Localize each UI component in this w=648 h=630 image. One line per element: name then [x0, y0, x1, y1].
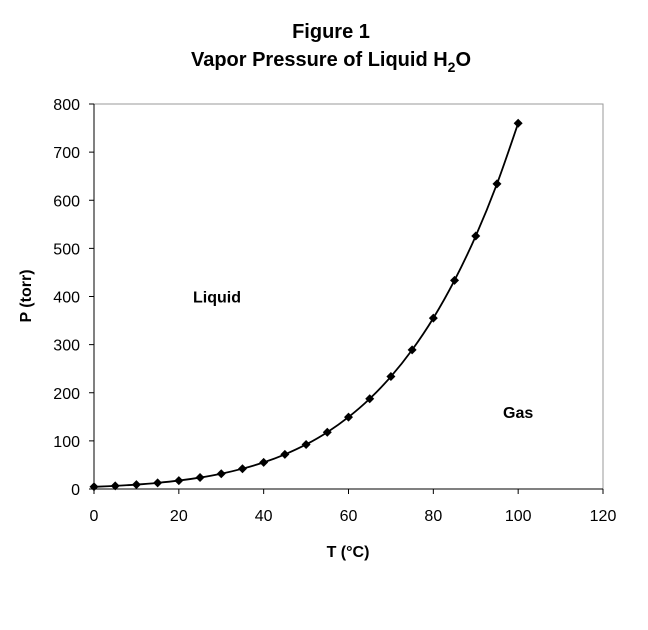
- data-point-marker: [259, 457, 269, 467]
- data-point-marker: [428, 313, 438, 323]
- y-tick-label: 400: [53, 290, 80, 307]
- data-point-marker: [471, 231, 481, 241]
- data-point-marker: [153, 478, 163, 488]
- chart-subtitle: Vapor Pressure of Liquid H2O: [191, 49, 471, 75]
- data-point-marker: [110, 481, 120, 491]
- chart-subtitle-prefix: Vapor Pressure of Liquid H: [191, 49, 448, 71]
- y-tick-label: 800: [53, 97, 80, 114]
- chart-subtitle-subscript: 2: [448, 59, 456, 75]
- x-axis-label: T (°C): [327, 544, 370, 561]
- data-point-marker: [237, 464, 247, 474]
- vapor-pressure-curve: [93, 122, 520, 488]
- x-tick-label: 120: [590, 508, 617, 525]
- data-point-marker: [301, 439, 311, 449]
- data-point-marker: [344, 412, 353, 422]
- region-annotations: Liquid Gas: [193, 290, 533, 423]
- region-label-liquid: Liquid: [193, 290, 241, 307]
- data-point-marker: [492, 179, 502, 189]
- data-point-marker: [513, 118, 523, 128]
- y-tick-label: 300: [53, 338, 80, 355]
- data-point-marker: [195, 473, 205, 483]
- x-tick-label: 80: [424, 508, 442, 525]
- x-tick-label: 20: [170, 508, 188, 525]
- y-tick-label: 600: [53, 193, 80, 210]
- y-axis-label: P (torr): [18, 269, 35, 322]
- data-point-marker: [174, 476, 184, 486]
- y-tick-label: 200: [53, 386, 80, 403]
- x-tick-label: 0: [90, 508, 99, 525]
- x-tick-label: 100: [505, 508, 532, 525]
- y-tick-label: 700: [53, 145, 80, 162]
- data-point-marker: [407, 345, 417, 355]
- region-label-gas: Gas: [503, 405, 533, 422]
- data-point-marker: [386, 372, 396, 382]
- data-point-marker: [365, 394, 375, 404]
- plot-area-frame: [93, 103, 604, 490]
- data-point-marker: [89, 482, 99, 492]
- x-tick-label: 60: [340, 508, 358, 525]
- data-points: [89, 118, 523, 492]
- x-tick-label: 40: [255, 508, 273, 525]
- y-tick-label: 500: [53, 241, 80, 258]
- y-tick-label: 100: [53, 434, 80, 451]
- y-tick-label: 0: [71, 482, 80, 499]
- data-point-marker: [131, 480, 141, 490]
- data-point-marker: [322, 427, 332, 437]
- chart-subtitle-suffix: O: [455, 49, 471, 71]
- x-axis-ticks: 0 20 40 60 80 100 120: [90, 489, 617, 525]
- chart-title: Figure 1: [292, 21, 370, 43]
- data-point-marker: [216, 469, 226, 479]
- data-point-marker: [450, 275, 460, 285]
- y-axis-ticks: 0 100 200 300 400 500 600 700 800: [53, 97, 94, 499]
- data-point-marker: [280, 449, 290, 459]
